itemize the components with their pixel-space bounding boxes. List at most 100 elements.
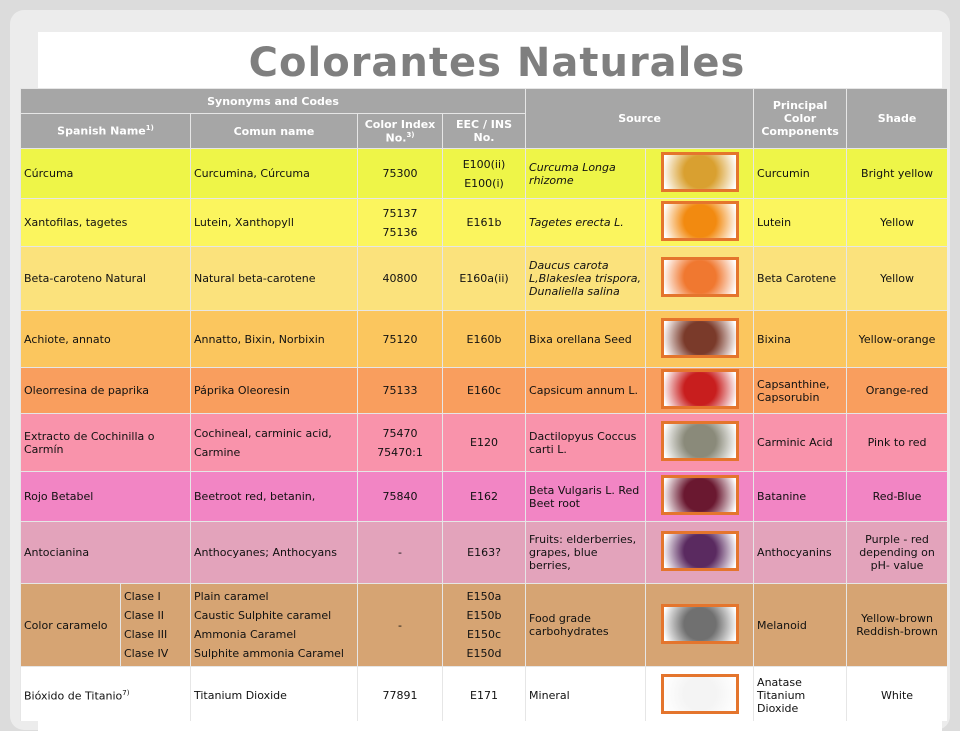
cell-line: E150b	[466, 609, 502, 622]
shade: Orange-red	[846, 367, 947, 414]
components: Anthocyanins	[753, 521, 848, 584]
cell-text: Food grade carbohydrates	[529, 612, 609, 638]
eec-number: E162	[441, 471, 527, 522]
color-index: 75120	[357, 310, 443, 368]
color-index: 75470 75470:1	[357, 413, 443, 472]
column-header: EEC / INS No.	[441, 113, 527, 149]
image	[660, 421, 739, 461]
image	[660, 317, 739, 358]
cell-text: Carminic Acid	[757, 436, 833, 449]
cell-text: 40800	[382, 272, 418, 285]
image	[660, 369, 739, 409]
source: Capsicum annum L.	[525, 367, 647, 414]
cell-line: Clase II	[124, 609, 164, 622]
cell-line: E100(ii)	[462, 157, 506, 171]
spanish-name: Achiote, annato	[20, 310, 191, 368]
cell-text: E160b	[466, 332, 502, 346]
colorants-table: Synonyms and Codes Source Principal Color …	[20, 88, 947, 721]
shade: Purple - red depending on pH- value	[846, 521, 947, 584]
source: Bixa orellana Seed	[525, 310, 647, 368]
cell-text: Red-Blue	[872, 490, 922, 503]
cell-text: Natural beta-carotene	[194, 272, 316, 285]
cell-text: E162	[470, 490, 498, 503]
data-row: Cúrcuma Curcumina, Cúrcuma 75300 E100(ii) E1…	[20, 148, 947, 199]
image	[660, 257, 739, 297]
source-image	[645, 367, 755, 414]
source-image	[645, 148, 755, 199]
spanish-name: Xantofilas, tagetes	[20, 198, 191, 247]
cell-text: Color caramelo	[24, 618, 108, 632]
cell-text: Daucus carota L,Blakeslea trispora, Duna…	[529, 259, 642, 298]
eec-number: E120	[441, 413, 527, 472]
image	[660, 603, 739, 644]
spanish-name: Cúrcuma	[20, 148, 191, 199]
cell-text: E161b	[466, 216, 502, 229]
shade: Red-Blue	[846, 471, 947, 522]
source: Beta Vulgaris L. Red Beet root	[525, 471, 647, 522]
header-row: Spanish Name1) Comun name Color Index No.3…	[20, 113, 948, 149]
cell-line: Cochineal, carminic acid,	[194, 426, 332, 440]
cell-line: Clase IV	[124, 647, 169, 660]
cell-line: 75136	[382, 225, 418, 239]
cell-text: Batanine	[757, 490, 807, 503]
source: Food grade carbohydrates	[525, 583, 647, 667]
source-image	[645, 521, 755, 584]
source-image	[645, 666, 755, 721]
cell-text: Beta-caroteno Natural	[24, 272, 146, 285]
data-row: Oleorresina de paprika Páprika Oleoresin 7…	[20, 367, 947, 414]
spanish-name: Rojo Betabel	[20, 471, 191, 522]
cell-text: 75300	[382, 167, 418, 180]
comun-name: Anthocyanes; Anthocyans	[190, 521, 358, 584]
components: Curcumin	[753, 148, 848, 199]
cell-text: Dactilopyus Coccus carti L.	[529, 429, 637, 456]
source: Daucus carota L,Blakeslea trispora, Duna…	[525, 246, 647, 311]
cell-text: Mineral	[529, 689, 570, 702]
cell-line: Ammonia Caramel	[194, 628, 297, 641]
cell-text: 75133	[382, 384, 418, 397]
cell-text: Achiote, annato	[24, 332, 111, 346]
cell-text: Curcuma Longa rhizome	[529, 160, 616, 187]
color-index: -	[357, 521, 443, 584]
cell-line: Plain caramel	[194, 590, 269, 603]
cell-text: Rojo Betabel	[24, 490, 94, 503]
cell-text: Anthocyanins	[757, 546, 832, 559]
comun-name: Páprika Oleoresin	[190, 367, 358, 414]
cell-text: -	[398, 618, 402, 632]
source-image	[645, 246, 755, 311]
cell-text: Fruits: elderberries, grapes, blue berri…	[529, 533, 637, 572]
shade: Yellow	[846, 246, 947, 311]
group-header: Source	[525, 88, 755, 149]
cell-text: Melanoid	[757, 618, 807, 632]
spanish-name: Bióxido de Titanio7)	[20, 666, 191, 721]
cell-text: Yellow	[880, 272, 914, 285]
shade: Yellow-orange	[846, 310, 947, 368]
data-row: Antocianina Anthocyanes; Anthocyans - E163?…	[20, 521, 947, 584]
header-text: EEC / INS No.	[456, 118, 513, 144]
cell-text: Pink to red	[867, 436, 927, 449]
cell-text: Yellow	[880, 216, 914, 229]
cell-text: E160a(ii)	[459, 272, 509, 285]
comun-name: Natural beta-carotene	[190, 246, 358, 311]
cell-line: Clase III	[124, 628, 168, 641]
cell-text: E163?	[467, 546, 501, 559]
column-header: Spanish Name1)	[20, 113, 191, 149]
column-header: Comun name	[190, 113, 358, 149]
cell-text: Curcumina, Cúrcuma	[194, 167, 310, 180]
eec-number: E163?	[441, 521, 527, 584]
components: Batanine	[753, 471, 848, 522]
cell-text: Yellow-brown Reddish-brown	[856, 612, 938, 638]
components: Lutein	[753, 198, 848, 247]
source: Curcuma Longa rhizome	[525, 148, 647, 199]
cell-text: Beetroot red, betanin,	[194, 490, 316, 503]
cell-text: Bixina	[757, 332, 791, 346]
eec-number: E171	[441, 666, 527, 721]
data-row: Bióxido de Titanio7) Titanium Dioxide 7789…	[20, 666, 947, 721]
cell-text: Xantofilas, tagetes	[24, 216, 128, 229]
cell-text: Capsanthine, Capsorubin	[757, 377, 830, 404]
source-image	[645, 413, 755, 472]
cell-line: E150d	[466, 647, 502, 660]
eec-number: E160c	[441, 367, 527, 414]
column-header: Color Index No.3)	[357, 113, 443, 149]
image	[660, 531, 739, 571]
cell-text: Anthocyanes; Anthocyans	[194, 546, 337, 559]
